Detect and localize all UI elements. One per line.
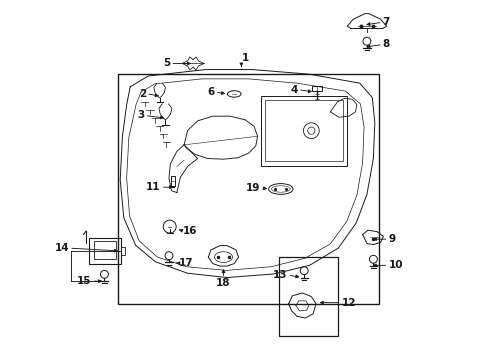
Text: 5: 5 (163, 58, 171, 68)
Text: 8: 8 (383, 40, 390, 49)
Bar (118, 74, 379, 304)
Text: 19: 19 (245, 183, 260, 193)
Bar (266, 100, 343, 161)
Bar (279, 257, 338, 336)
Text: 15: 15 (77, 276, 92, 286)
Bar (172, 176, 175, 186)
Text: 11: 11 (146, 182, 161, 192)
Bar (312, 86, 322, 91)
Text: 7: 7 (383, 17, 390, 27)
Text: 6: 6 (208, 87, 215, 97)
Text: 2: 2 (139, 89, 146, 99)
Text: 4: 4 (291, 85, 298, 95)
Text: 14: 14 (55, 243, 69, 253)
Text: 18: 18 (216, 278, 231, 288)
Text: 9: 9 (389, 234, 395, 244)
Text: 12: 12 (342, 298, 356, 308)
Bar (89, 238, 122, 264)
Text: 10: 10 (389, 260, 403, 270)
Text: 16: 16 (183, 226, 197, 236)
Text: 17: 17 (179, 258, 194, 268)
Bar (261, 96, 347, 166)
Text: 3: 3 (137, 111, 145, 121)
Text: 13: 13 (273, 270, 288, 280)
Bar (122, 247, 125, 255)
Bar (94, 241, 116, 258)
Text: 1: 1 (242, 53, 248, 63)
